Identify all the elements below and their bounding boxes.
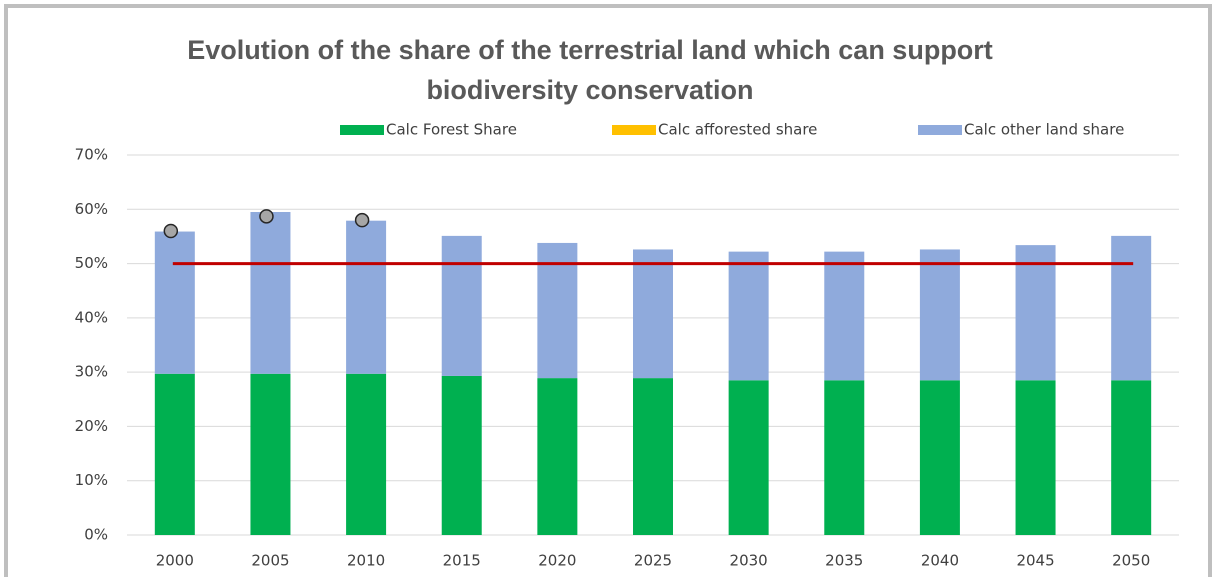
x-tick-label: 2040: [921, 552, 959, 570]
x-tick-label: 2030: [730, 552, 768, 570]
bar: [919, 249, 960, 381]
bar: [441, 235, 482, 376]
bar: [633, 378, 673, 535]
legend-label: Calc afforested share: [658, 121, 817, 139]
x-tick-label: 2000: [156, 552, 194, 570]
chart-title: Evolution of the share of the terrestria…: [187, 35, 993, 105]
legend-label: Calc other land share: [964, 121, 1124, 139]
y-tick-label: 50%: [75, 254, 108, 272]
x-tick-label: 2020: [538, 552, 576, 570]
bar: [154, 373, 195, 535]
y-tick-label: 40%: [75, 308, 108, 326]
bar: [537, 378, 578, 535]
legend-label: Calc Forest Share: [386, 121, 517, 139]
y-tick-label: 20%: [75, 417, 108, 435]
bar: [824, 251, 865, 381]
x-tick-label: 2005: [251, 552, 289, 570]
legend-swatch: [918, 125, 962, 135]
bar: [154, 231, 195, 374]
bar: [250, 212, 291, 374]
bar: [1111, 235, 1152, 381]
bar: [728, 380, 769, 535]
bar: [919, 380, 960, 535]
bar: [728, 251, 769, 381]
point: [354, 212, 370, 228]
y-tick-label: 10%: [75, 471, 108, 489]
legend-swatch: [612, 125, 656, 135]
x-tick-label: 2010: [347, 552, 385, 570]
bar: [537, 242, 578, 379]
frame: [4, 4, 1212, 577]
bar: [346, 373, 387, 535]
x-tick-label: 2025: [634, 552, 672, 570]
x-tick-label: 2050: [1112, 552, 1150, 570]
legend-swatch: [340, 125, 384, 135]
bar: [1015, 245, 1056, 381]
x-tick-label: 2035: [825, 552, 863, 570]
point: [163, 223, 179, 239]
bar: [1111, 380, 1152, 535]
bar: [633, 249, 673, 379]
y-tick-label: 60%: [75, 200, 108, 218]
y-tick-label: 70%: [75, 146, 108, 164]
bar: [441, 375, 482, 535]
point: [259, 209, 274, 224]
y-tick-label: 30%: [75, 363, 108, 381]
x-tick-label: 2045: [1016, 552, 1054, 570]
y-tick-label: 0%: [84, 526, 108, 544]
bar: [824, 380, 865, 535]
bar: [1015, 380, 1056, 535]
bar: [250, 373, 291, 535]
bar: [346, 220, 387, 374]
x-tick-label: 2015: [443, 552, 481, 570]
